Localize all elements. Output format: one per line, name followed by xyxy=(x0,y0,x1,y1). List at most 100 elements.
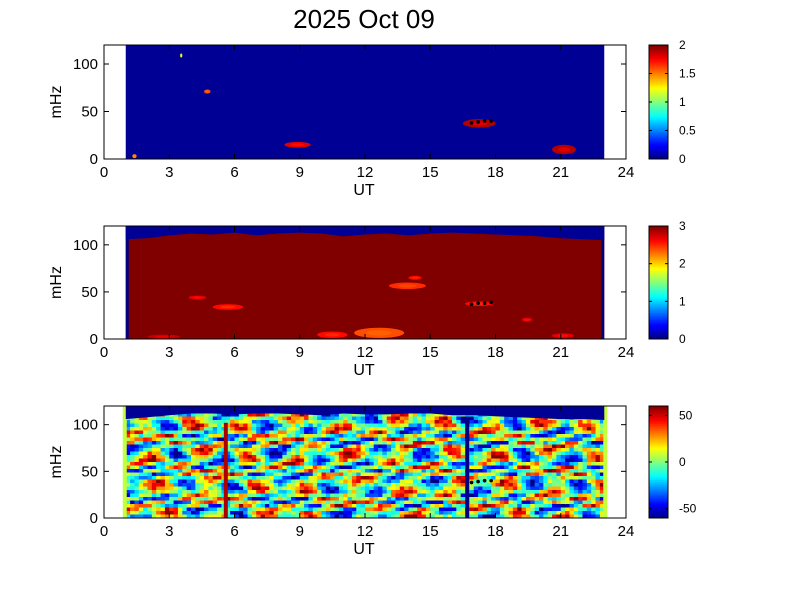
heatmap-cell xyxy=(530,424,535,428)
heatmap-cell xyxy=(474,466,479,470)
heatmap-cell xyxy=(161,441,166,445)
heatmap-cell xyxy=(565,424,570,428)
heatmap-cell xyxy=(265,427,270,431)
data-point xyxy=(470,302,474,306)
heatmap-cell xyxy=(152,490,157,494)
heatmap-cell xyxy=(161,473,166,477)
heatmap-cell xyxy=(322,480,327,484)
heatmap-cell xyxy=(256,431,261,435)
heatmap-cell xyxy=(330,473,335,477)
heatmap-cell xyxy=(522,445,527,449)
heatmap-cell xyxy=(382,445,387,449)
heatmap-cell xyxy=(169,445,174,449)
heatmap-cell xyxy=(422,501,427,505)
heatmap-cell xyxy=(152,431,157,435)
heatmap-cell xyxy=(422,483,427,487)
heatmap-cell xyxy=(208,431,213,435)
heatmap-cell xyxy=(504,448,509,452)
heatmap-cell xyxy=(439,455,444,459)
heatmap-cell xyxy=(504,441,509,445)
heatmap-cell xyxy=(356,431,361,435)
heatmap-cell xyxy=(269,487,274,491)
heatmap-cell xyxy=(535,487,540,491)
heatmap-cell xyxy=(243,455,248,459)
heatmap-cell xyxy=(452,462,457,466)
heatmap-cell xyxy=(335,420,340,424)
heatmap-cell xyxy=(404,494,409,498)
x-tick-label: 3 xyxy=(165,164,173,181)
heatmap-cell xyxy=(439,487,444,491)
heatmap-cell xyxy=(317,511,322,515)
heatmap-cell xyxy=(213,511,218,515)
heatmap-cell xyxy=(200,413,205,417)
heatmap-cell xyxy=(269,466,274,470)
heatmap-cell xyxy=(235,441,240,445)
heatmap-cell xyxy=(474,459,479,463)
heatmap-cell xyxy=(239,455,244,459)
heatmap-cell xyxy=(256,508,261,512)
heatmap-cell xyxy=(330,476,335,480)
heatmap-cell xyxy=(152,487,157,491)
heatmap-cell xyxy=(587,483,592,487)
heatmap-cell xyxy=(422,413,427,417)
heatmap-cell xyxy=(509,417,514,421)
heatmap-cell xyxy=(435,459,440,463)
heatmap-cell xyxy=(352,476,357,480)
heatmap-cell xyxy=(456,483,461,487)
heatmap-cell xyxy=(500,480,505,484)
heatmap-cell xyxy=(556,427,561,431)
heatmap-cell xyxy=(496,459,501,463)
heatmap-cell xyxy=(156,511,161,515)
heatmap-cell xyxy=(278,462,283,466)
heatmap-cell xyxy=(178,476,183,480)
heatmap-cell xyxy=(304,427,309,431)
heatmap-cell xyxy=(361,469,366,473)
heatmap-cell xyxy=(278,431,283,435)
heatmap-cell xyxy=(452,441,457,445)
heatmap-cell xyxy=(343,476,348,480)
heatmap-cell xyxy=(587,452,592,456)
heatmap-cell xyxy=(174,490,179,494)
heatmap-cell xyxy=(134,462,139,466)
heatmap-cell xyxy=(430,427,435,431)
heatmap-cell xyxy=(587,504,592,508)
heatmap-cell xyxy=(352,497,357,501)
heatmap-cell xyxy=(169,469,174,473)
heatmap-cell xyxy=(161,511,166,515)
heatmap-cell xyxy=(413,427,418,431)
heatmap-cell xyxy=(269,413,274,417)
data-point xyxy=(470,121,474,125)
heatmap-cell xyxy=(230,476,235,480)
heatmap-cell xyxy=(148,490,153,494)
heatmap-cell xyxy=(343,417,348,421)
heatmap-cell xyxy=(409,420,414,424)
heatmap-cell xyxy=(191,511,196,515)
heatmap-cell xyxy=(500,508,505,512)
heatmap-cell xyxy=(230,448,235,452)
heatmap-cell xyxy=(422,487,427,491)
heatmap-cell xyxy=(435,480,440,484)
heatmap-cell xyxy=(300,420,305,424)
heatmap-cell xyxy=(165,427,170,431)
heatmap-cell xyxy=(382,494,387,498)
heatmap-cell xyxy=(326,466,331,470)
heatmap-cell xyxy=(535,483,540,487)
heatmap-cell xyxy=(552,490,557,494)
heatmap-cell xyxy=(526,494,531,498)
heatmap-cell xyxy=(348,483,353,487)
heatmap-cell xyxy=(178,462,183,466)
heatmap-cell xyxy=(400,452,405,456)
heatmap-cell xyxy=(496,497,501,501)
heatmap-cell xyxy=(374,504,379,508)
heatmap-cell xyxy=(295,473,300,477)
heatmap-cell xyxy=(282,476,287,480)
heatmap-cell xyxy=(200,448,205,452)
colorbar: 00.511.52 xyxy=(649,38,696,166)
heatmap-cell xyxy=(213,420,218,424)
heatmap-cell xyxy=(178,448,183,452)
heatmap-cell xyxy=(413,462,418,466)
heatmap-cell xyxy=(343,438,348,442)
heatmap-cell xyxy=(543,501,548,505)
heatmap-cell xyxy=(409,424,414,428)
heatmap-cell xyxy=(452,494,457,498)
